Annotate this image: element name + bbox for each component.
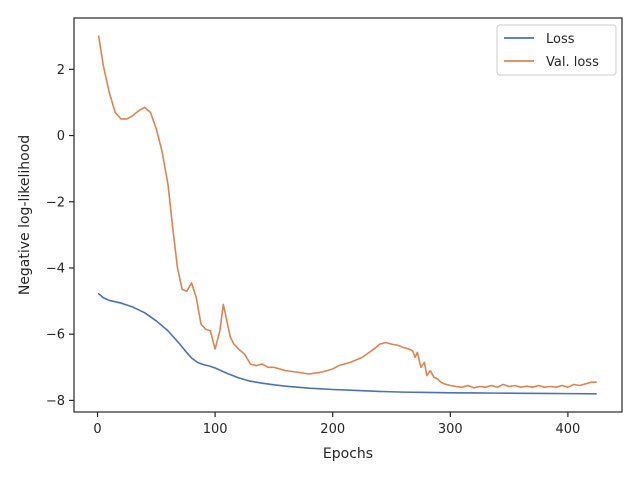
x-tick-label: 300: [438, 422, 463, 437]
x-tick-label: 200: [320, 422, 345, 437]
legend-label-loss: Loss: [546, 32, 575, 47]
y-tick-label: −2: [46, 195, 65, 210]
legend: Loss Val. loss: [496, 24, 617, 76]
y-axis: −8 −6 −4 −2 0 2: [46, 63, 74, 409]
y-tick-label: 0: [57, 129, 65, 144]
y-tick-label: −6: [46, 328, 65, 343]
plot-area: [73, 17, 623, 413]
y-tick-label: 2: [57, 63, 65, 78]
y-tick-label: −8: [46, 394, 65, 409]
series-line-loss: [97, 292, 597, 395]
y-axis-label: Negative log-likelihood: [17, 135, 33, 295]
x-tick-label: 0: [93, 422, 101, 437]
y-tick-label: −4: [46, 261, 65, 276]
x-axis-label: Epochs: [323, 446, 373, 462]
x-tick-label: 400: [555, 422, 580, 437]
x-tick-label: 100: [203, 422, 228, 437]
legend-label-val-loss: Val. loss: [546, 55, 599, 70]
series-line-val-loss: [97, 35, 597, 389]
x-axis: 0 100 200 300 400: [93, 412, 580, 437]
series-layer: [97, 35, 597, 395]
